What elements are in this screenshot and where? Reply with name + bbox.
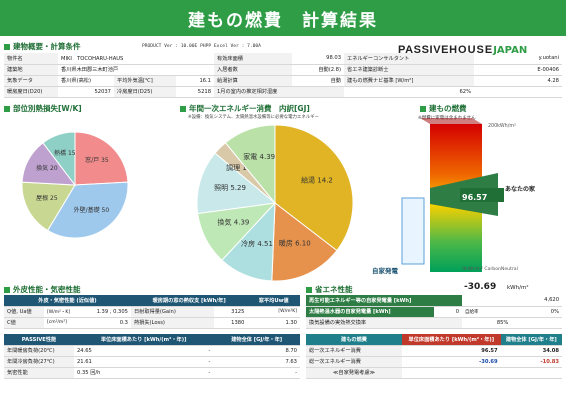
passive-heading: 外皮性能・気密性能 — [4, 284, 81, 295]
pie-label: 屋根 25 — [36, 194, 58, 202]
table-row: 換気設備の実効熱交換率 85% — [306, 317, 562, 329]
table-row: 建築地 香川県木田郡三木町池戸 入居者数 自動(2.8) 省エネ建築診断士 E-… — [4, 64, 562, 76]
pie-label: 給湯 14.2 — [301, 175, 333, 184]
fuel-gauge — [401, 118, 504, 272]
your-house-label: あなたの家 — [505, 186, 536, 193]
pie-slice — [46, 181, 129, 239]
eco-table: 再生可能エネルギー等の自家発電量 [kWh] 4,620 太陽熱温水器の自家発電… — [306, 295, 562, 329]
page-title: 建もの燃費 計算結果 — [188, 11, 378, 31]
table-row: 年間冷房負荷(27℃) 21.61 - 7.63 — [4, 356, 300, 368]
pie-label: 冷房 4.51 — [241, 239, 273, 248]
title-bar — [0, 0, 566, 36]
pie-label: 換気 20 — [36, 164, 58, 172]
table-row: 気密性能 0.35 回/h - - — [4, 367, 300, 379]
pie-label: 家電 4.39 — [243, 152, 275, 161]
pie-label: 調理 1.20 — [226, 163, 258, 172]
table-row: 暖房度日(D20) 52037 冷房度日(D25) 5218 1月の室内の推定相… — [4, 86, 562, 98]
eco-heading: 省エネ性能 — [306, 284, 353, 295]
pie-slice — [271, 202, 338, 282]
table-row: 総一次エネルギー消費 -30.69 -10.83 — [306, 356, 562, 368]
fuel-unit: kWh/m² — [505, 196, 523, 201]
overview-heading: 建物概要・計算条件 — [4, 41, 81, 52]
table-row: 物件名 MIKI TOCOHARU-HAUS 有効床面積 98.03 エネルギー… — [4, 53, 562, 65]
overview-table: 物件名 MIKI TOCOHARU-HAUS 有効床面積 98.03 エネルギー… — [4, 53, 562, 98]
pie-slice — [274, 124, 354, 252]
primary-energy-heading: 年間一次エネルギー消費 内訳[GJ] — [180, 103, 310, 114]
pie-label: 換気 4.39 — [218, 218, 250, 227]
pie-label: 窓/戸 35 — [85, 156, 109, 164]
passive-table: PASSIVE性能 単位床面積あたり [kWh/(m²・年)] 建物全体 [GJ… — [4, 334, 300, 379]
solar-label: 自家発電 — [372, 267, 398, 275]
primary-energy-pie-chart: 給湯 14.2 暖房 6.10 冷房 4.51 換気 4.39 照明 5.29 調理 1.… — [196, 124, 354, 282]
result-value: -30.69 — [464, 282, 497, 292]
fuel-table: 建もの燃費 単位床面積あたり [kWh/(m²・年)] 建物全体 [GJ/年・年… — [306, 334, 562, 379]
pie-label: 熱橋 15 — [54, 149, 76, 157]
table-row: Q値, Ua値 [W/m²・K] 1.39 , 0.305 日射取得量(Gain… — [4, 306, 300, 318]
pie-label: 照明 5.29 — [214, 184, 246, 192]
envelope-table: 外皮・気密性能 (近似値) 暖房期の窓の熱収支 [kWh/年] 窓平均Uw値 Q… — [4, 295, 300, 329]
table-row: 再生可能エネルギー等の自家発電量 [kWh] 4,620 — [306, 295, 562, 307]
table-row: ≪自家発電考慮≫ — [306, 367, 562, 379]
table-row: C値 [cm²/m²] 0.3 熱損失(Loss) 1380 1.30 — [4, 317, 300, 329]
gauge-top-label: 200kWh/m² — [488, 124, 516, 129]
gauge-bottom-label: 0kWh/m² CarbonNeutral — [462, 267, 518, 272]
table-row: 年間暖房負荷(20℃) 24.65 - 8.70 — [4, 345, 300, 357]
pie-label: 暖房 6.10 — [279, 238, 311, 247]
table-row: 総一次エネルギー消費 96.57 34.08 — [306, 345, 562, 357]
pie-label: 外壁/基礎 50 — [74, 206, 110, 214]
pie-slice — [42, 131, 76, 187]
fuel-value: 96.57 — [462, 193, 488, 202]
primary-energy-note: ※設備：換気システム、太陽熱温水設備等に必要な電力エネルギー — [188, 115, 319, 120]
version-text: PRODUCT Ver : 10.00E PHPP Excel Ver : 7.… — [142, 44, 261, 49]
pie-slice — [224, 124, 276, 205]
pie-slice — [74, 131, 129, 186]
heat-loss-heading: 部位別熱損失[W/K] — [4, 103, 82, 114]
fuel-heading: 建もの燃費 — [420, 103, 467, 114]
solar-bar — [401, 197, 425, 265]
pie-slice — [196, 152, 277, 215]
table-row: 気象データ 香川県(高松) 平均外気温[℃] 16.1 給湯計算 自動 建もの燃… — [4, 75, 562, 87]
result-unit: kWh/m² — [507, 285, 529, 291]
table-row: 太陽熱温水器の自家発電量 [kWh] 0 自給率 0% — [306, 306, 562, 318]
pie-slice — [21, 181, 76, 232]
